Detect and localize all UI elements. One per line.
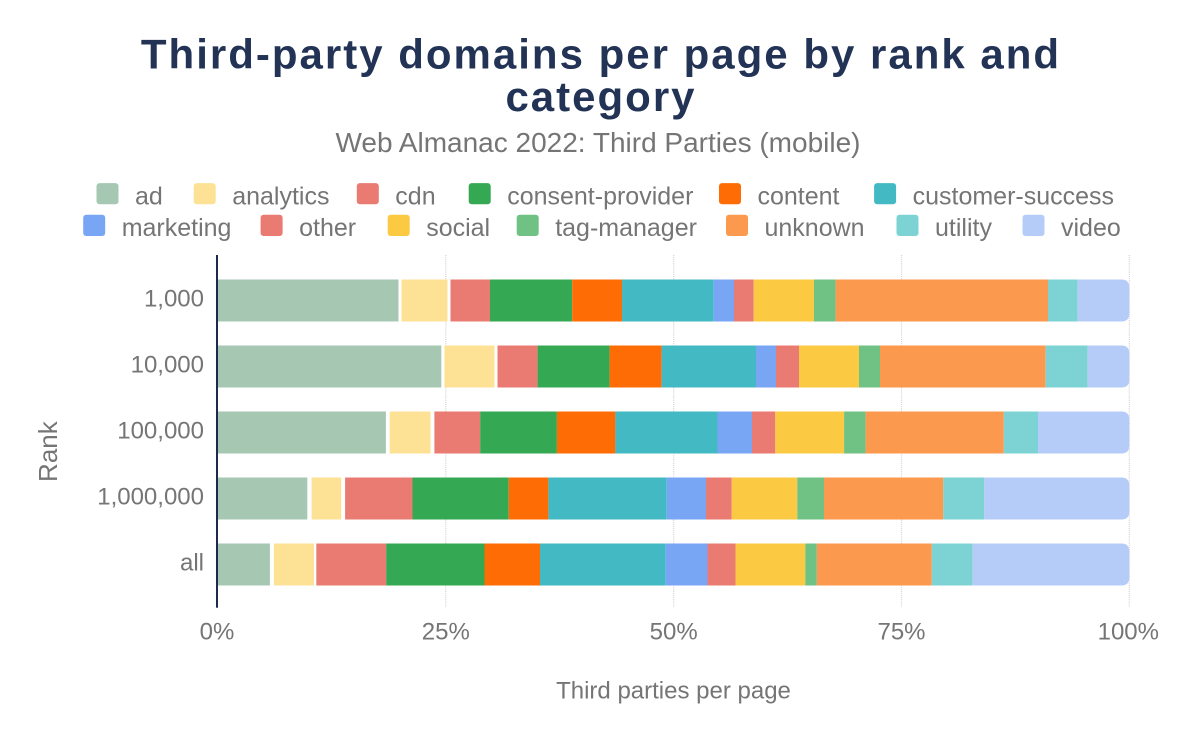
svg-text:cdn: cdn <box>395 182 435 210</box>
svg-text:Web Almanac 2022: Third Partie: Web Almanac 2022: Third Parties (mobile) <box>336 127 861 158</box>
svg-text:75%: 75% <box>877 619 925 646</box>
svg-text:tag-manager: tag-manager <box>555 214 697 242</box>
svg-text:marketing: marketing <box>122 214 232 242</box>
svg-text:category: category <box>505 73 696 120</box>
svg-text:25%: 25% <box>422 619 470 646</box>
svg-text:Rank: Rank <box>33 420 63 482</box>
svg-text:video: video <box>1061 214 1121 242</box>
svg-text:10,000: 10,000 <box>131 352 204 379</box>
svg-text:analytics: analytics <box>232 182 329 210</box>
svg-text:0%: 0% <box>200 619 235 646</box>
svg-text:100,000: 100,000 <box>117 418 204 445</box>
svg-text:ad: ad <box>135 182 163 210</box>
svg-text:unknown: unknown <box>765 214 865 242</box>
svg-text:Third parties per page: Third parties per page <box>556 678 791 705</box>
svg-text:all: all <box>180 550 204 577</box>
svg-text:1,000,000: 1,000,000 <box>97 484 204 511</box>
svg-text:other: other <box>299 214 356 242</box>
svg-text:1,000: 1,000 <box>144 286 204 313</box>
svg-text:consent-provider: consent-provider <box>507 182 693 210</box>
svg-text:social: social <box>426 214 490 242</box>
svg-text:utility: utility <box>935 214 992 242</box>
svg-text:customer-success: customer-success <box>913 182 1114 210</box>
svg-text:100%: 100% <box>1098 619 1159 646</box>
svg-text:50%: 50% <box>650 619 698 646</box>
svg-text:Third-party domains per page b: Third-party domains per page by rank and <box>141 31 1061 78</box>
svg-text:content: content <box>758 182 840 210</box>
